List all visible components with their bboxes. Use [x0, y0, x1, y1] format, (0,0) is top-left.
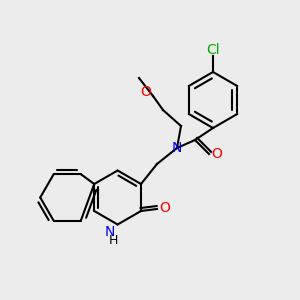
Text: O: O — [212, 147, 222, 161]
Text: N: N — [104, 226, 115, 239]
Text: H: H — [109, 234, 118, 247]
Text: Cl: Cl — [206, 43, 220, 57]
Text: N: N — [172, 141, 182, 155]
Text: O: O — [141, 85, 152, 99]
Text: O: O — [160, 201, 170, 215]
